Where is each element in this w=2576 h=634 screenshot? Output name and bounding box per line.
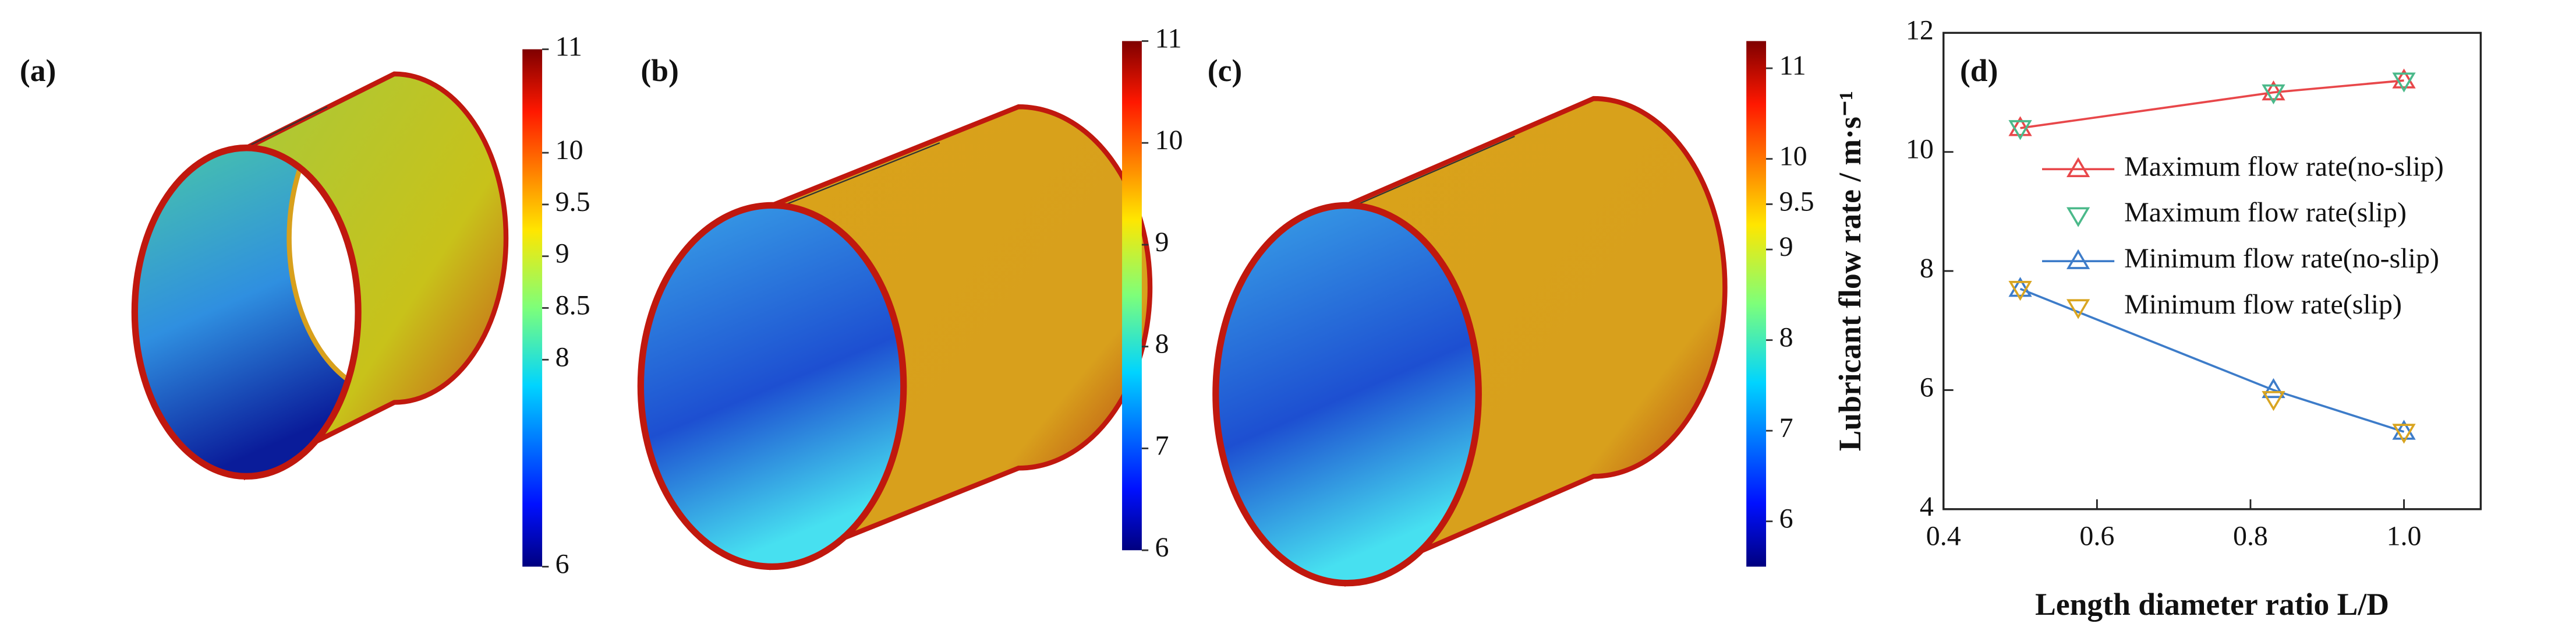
data-point	[2008, 120, 2032, 140]
colorbar	[1122, 41, 1142, 551]
y-axis-title: Lubricant flow rate / m·s⁻¹	[1832, 91, 1867, 451]
x-tick-label: 1.0	[2387, 521, 2422, 552]
y-tick-label: 12	[1906, 15, 1934, 45]
data-point	[2262, 378, 2285, 399]
y-tick-label: 4	[1920, 491, 1934, 522]
data-point	[2392, 424, 2416, 444]
colorbar-tick-label: 8.5	[555, 290, 590, 321]
cylinder	[637, 104, 1153, 570]
x-tick-label: 0.8	[2233, 521, 2268, 552]
colorbar-tick-label: 8	[1155, 329, 1169, 360]
legend-label: Maximum flow rate(slip)	[2124, 197, 2407, 228]
legend-marker	[2066, 157, 2090, 177]
colorbar-tick-label: 6	[1155, 532, 1169, 563]
colorbar-tick-label: 9	[1155, 227, 1169, 258]
data-point	[2262, 391, 2285, 411]
legend-label: Minimum flow rate(slip)	[2124, 289, 2402, 320]
colorbar-tick-label: 7	[1155, 431, 1169, 462]
colorbar-tick-label: 10	[1779, 141, 1807, 172]
colorbar-tick-label: 8	[555, 341, 569, 372]
legend-marker	[2066, 299, 2090, 319]
cylinder-inner	[1212, 202, 1482, 587]
x-tick-label: 0.6	[2079, 521, 2114, 552]
colorbar-tick-label: 9	[1779, 231, 1793, 262]
colorbar-tick-label: 10	[555, 135, 583, 165]
data-point	[2392, 420, 2416, 440]
legend-label: Minimum flow rate(no-slip)	[2124, 243, 2439, 274]
cylinder	[131, 71, 509, 481]
series-line	[2019, 288, 2405, 433]
data-point	[2008, 281, 2032, 301]
colorbar-tick-label: 6	[555, 548, 569, 579]
panel-label: (b)	[641, 53, 679, 88]
data-point	[2392, 72, 2416, 93]
legend-marker	[2066, 249, 2090, 269]
cylinder-inner	[637, 202, 907, 570]
colorbar-tick-label: 11	[1779, 50, 1806, 81]
y-tick-label: 8	[1920, 253, 1934, 284]
y-tick-label: 6	[1920, 372, 1934, 403]
panel-label: (d)	[1960, 53, 1998, 88]
data-point	[2008, 116, 2032, 136]
data-point	[2392, 68, 2416, 89]
data-point	[2262, 80, 2285, 101]
colorbar-tick-label: 7	[1779, 413, 1793, 443]
y-tick-label: 10	[1906, 134, 1934, 165]
cylinder	[1212, 96, 1728, 587]
colorbar-tick-label: 6	[1779, 503, 1793, 534]
colorbar-tick-label: 10	[1155, 125, 1183, 156]
data-point	[2262, 84, 2285, 105]
legend-marker	[2066, 207, 2090, 227]
x-axis-title: Length diameter ratio L/D	[2035, 587, 2389, 622]
series-line	[2020, 79, 2404, 129]
colorbar-tick-label: 9.5	[1779, 186, 1814, 217]
colorbar	[1746, 41, 1767, 567]
x-tick-label: 0.4	[1926, 521, 1961, 552]
colorbar	[522, 49, 543, 567]
colorbar-tick-label: 9	[555, 238, 569, 269]
panel-label: (a)	[20, 53, 56, 88]
data-point	[2008, 277, 2032, 297]
colorbar-tick-label: 9.5	[555, 186, 590, 217]
colorbar-tick-label: 8	[1779, 322, 1793, 353]
colorbar-tick-label: 11	[555, 31, 582, 62]
legend-label: Maximum flow rate(no-slip)	[2124, 151, 2444, 182]
panel-label: (c)	[1208, 53, 1242, 88]
colorbar-tick-label: 11	[1155, 23, 1181, 54]
